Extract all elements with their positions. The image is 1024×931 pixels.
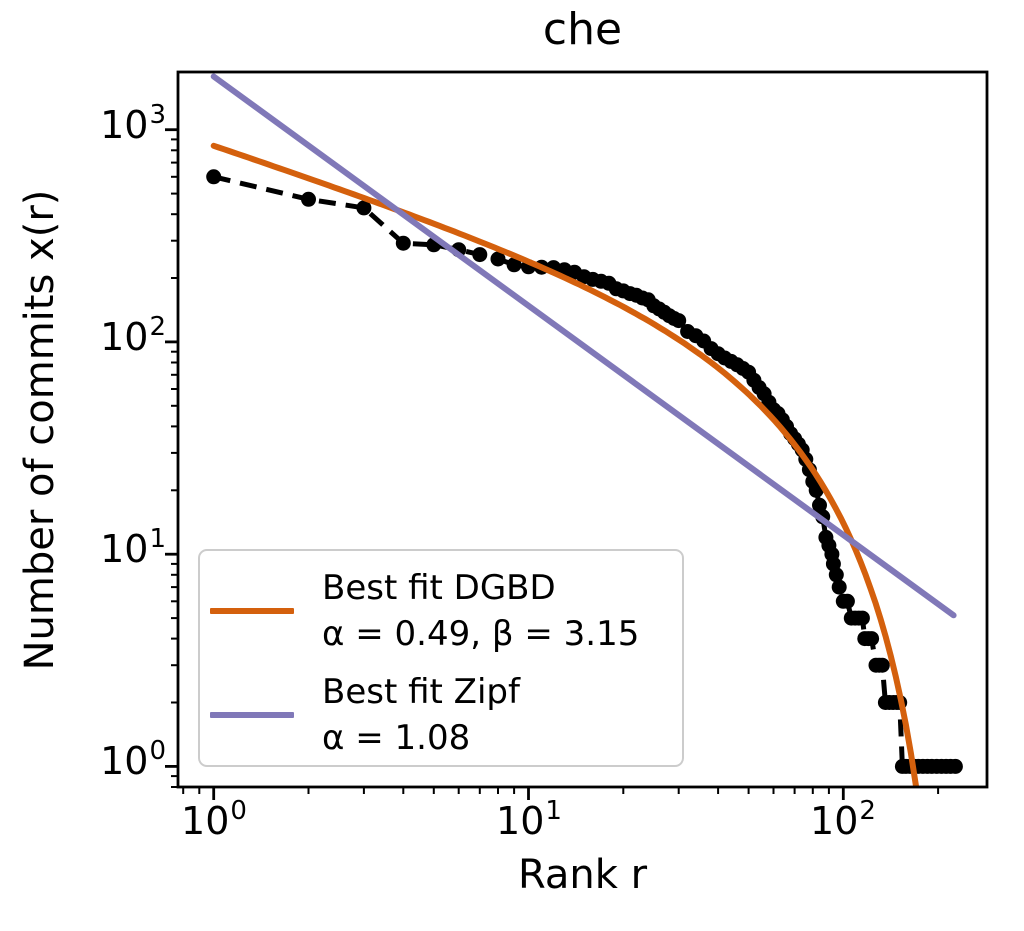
dgbd-fit-line — [210, 142, 919, 787]
legend-label-zipf-line2: α = 1.08 — [322, 718, 471, 758]
x-tick-label: 101 — [496, 796, 562, 843]
empirical-series-marker — [395, 235, 411, 251]
empirical-series-marker — [206, 169, 222, 185]
legend-entry-dgbd: Best fit DGBD α = 0.49, β = 3.15 — [210, 565, 682, 657]
y-tick-label: 103 — [100, 100, 166, 147]
x-tick-label: 100 — [181, 796, 247, 843]
empirical-series-marker — [671, 313, 687, 329]
legend: Best fit DGBD α = 0.49, β = 3.15 Best fi… — [198, 549, 684, 767]
zipf-fit-line — [210, 73, 957, 619]
empirical-series-marker — [947, 758, 963, 774]
empirical-series-marker — [831, 579, 847, 595]
empirical-series-marker — [506, 257, 522, 273]
x-axis-label: Rank r — [517, 852, 648, 898]
empirical-series-marker — [490, 251, 506, 267]
legend-line-sample-zipf — [210, 712, 294, 718]
y-tick-label: 100 — [100, 736, 166, 783]
empirical-series-marker — [864, 631, 880, 647]
empirical-series-marker — [854, 610, 870, 626]
x-tick-label: 102 — [810, 796, 876, 843]
chart-title: che — [542, 4, 623, 55]
y-tick-label: 102 — [100, 312, 166, 359]
empirical-series-marker — [839, 593, 855, 609]
y-axis-label: Number of commits x(r) — [17, 189, 63, 671]
empirical-series-marker — [472, 247, 488, 263]
legend-label-dgbd-line2: α = 0.49, β = 3.15 — [322, 614, 640, 654]
empirical-series-marker — [301, 191, 316, 207]
empirical-series-marker — [356, 200, 372, 216]
empirical-series-marker — [812, 497, 827, 513]
legend-line-sample-dgbd — [210, 608, 294, 614]
legend-label-dgbd-line1: Best fit DGBD — [322, 568, 556, 608]
legend-label-zipf-line1: Best fit Zipf — [322, 672, 520, 712]
axes-spines — [176, 70, 989, 789]
legend-entry-zipf: Best fit Zipf α = 1.08 — [210, 669, 682, 761]
empirical-series-marker — [874, 657, 890, 673]
empirical-series-marker — [828, 567, 844, 583]
y-tick-label: 101 — [100, 524, 166, 571]
